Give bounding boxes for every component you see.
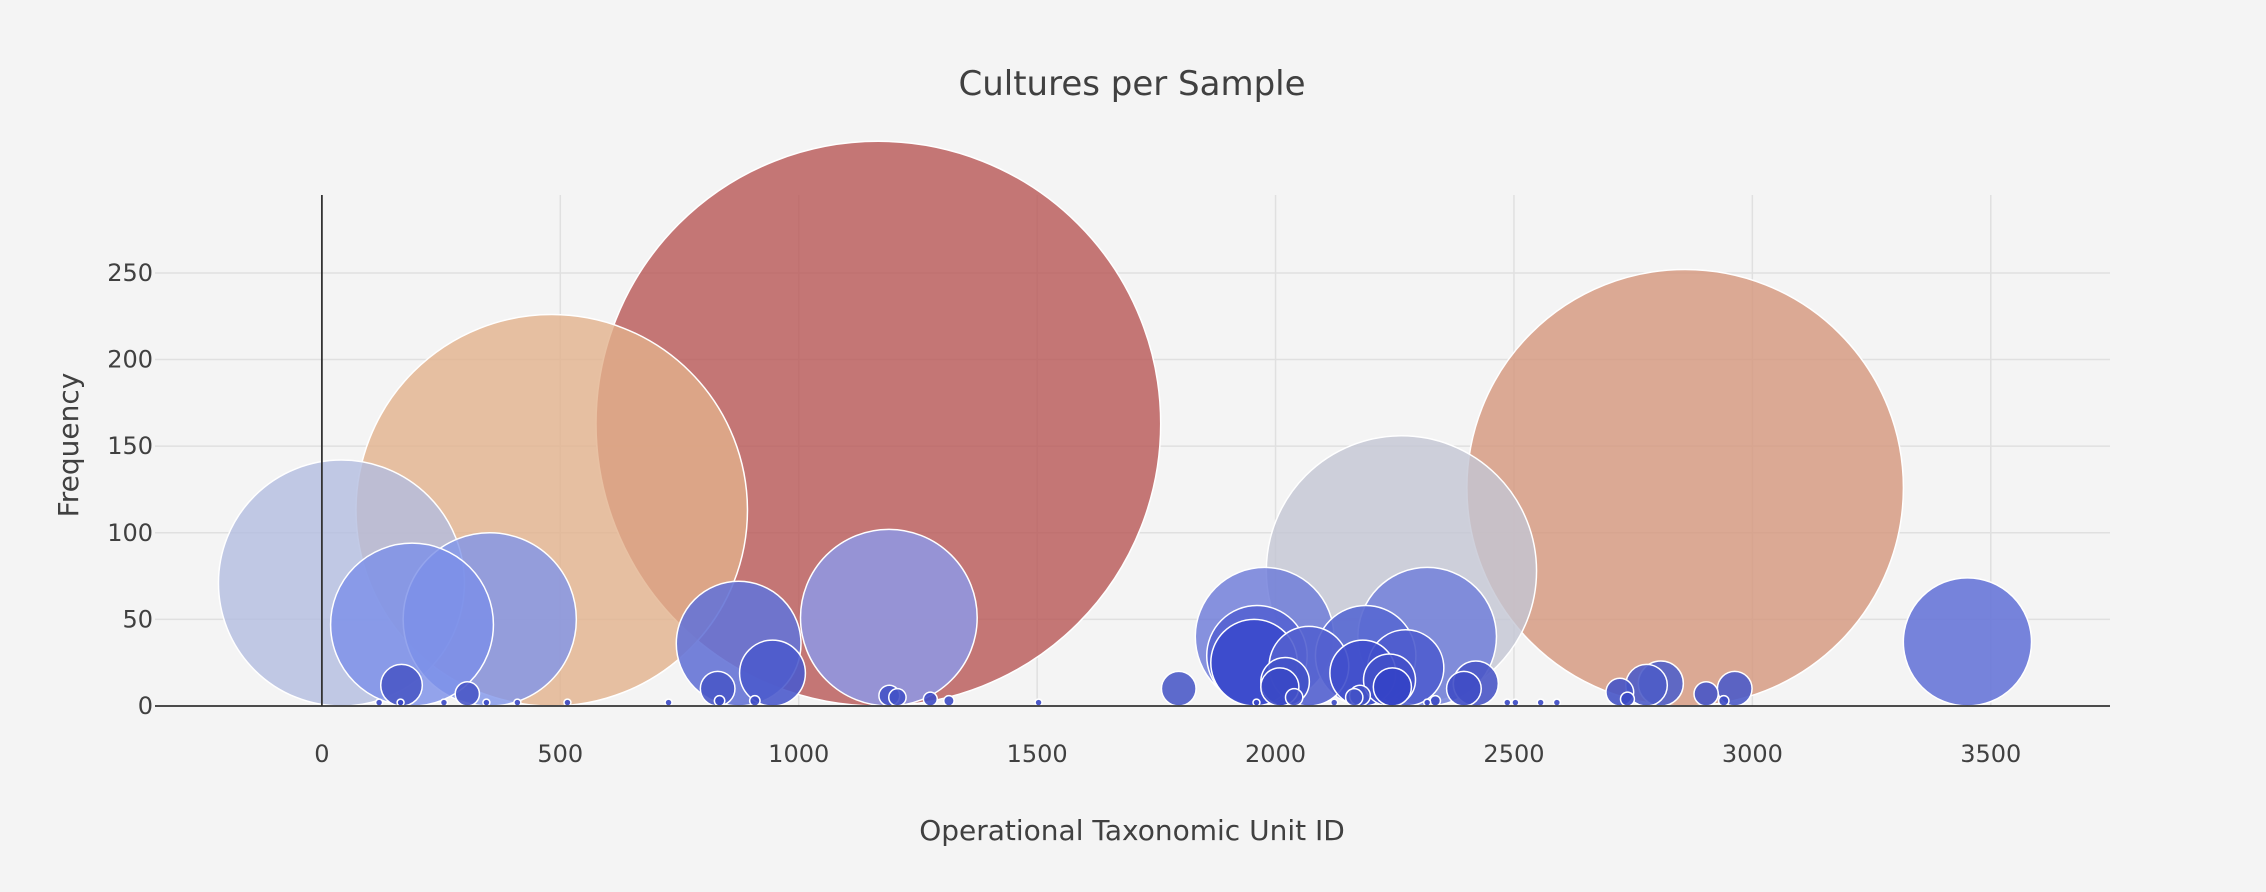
x-tick-label: 3000 [1722,740,1783,768]
bubble-point[interactable] [513,698,522,707]
x-axis-title: Operational Taxonomic Unit ID [919,814,1345,847]
bubble-point[interactable] [738,639,807,707]
y-tick-label: 250 [107,259,153,287]
bubble-point[interactable] [1344,687,1364,707]
bubble-point[interactable] [888,687,907,707]
bubble-point[interactable] [1511,698,1520,707]
x-tick-label: 3500 [1960,740,2021,768]
y-tick-label: 100 [107,519,153,547]
bubble-point[interactable] [439,698,449,707]
bubble-point[interactable] [799,528,978,707]
chart-title: Cultures per Sample [958,64,1305,104]
text-layer: Cultures per Sample Operational Taxonomi… [52,64,2021,847]
bubble-point[interactable] [1717,694,1730,707]
x-tick-label: 2500 [1483,740,1544,768]
bubble-point[interactable] [1429,694,1442,707]
bubble-point[interactable] [1619,691,1636,707]
bubble-point[interactable] [942,694,955,707]
bubble-point[interactable] [1466,268,1905,707]
y-tick-label: 0 [138,692,153,720]
bubble-point[interactable] [713,694,726,707]
bubble-point[interactable] [1252,698,1261,707]
bubble-point[interactable] [374,698,384,707]
bubble-point[interactable] [1552,698,1562,707]
bubble-point[interactable] [1329,698,1339,707]
bubble-point[interactable] [664,698,673,707]
bubble-point[interactable] [1422,698,1432,707]
bubble-point[interactable] [1536,698,1545,707]
bubble-point[interactable] [1034,698,1043,707]
bubble-point[interactable] [748,694,761,707]
x-tick-label: 1000 [768,740,829,768]
bubble-point[interactable] [1445,670,1482,707]
bubble-point[interactable] [563,698,572,707]
x-tick-label: 1500 [1007,740,1068,768]
bubble-point[interactable] [454,680,481,707]
bubble-point[interactable] [482,698,491,707]
bubble-point[interactable] [1372,667,1413,707]
x-tick-label: 2000 [1245,740,1306,768]
y-tick-label: 150 [107,432,153,460]
bubble-point[interactable] [1284,687,1304,707]
x-tick-label: 500 [537,740,583,768]
bubble-point[interactable] [922,691,939,707]
y-tick-label: 50 [122,605,153,633]
y-axis-title: Frequency [52,373,85,518]
axis-layer [155,195,2110,707]
bubble-point[interactable] [396,698,405,707]
bubble-point[interactable] [1160,670,1197,707]
bubble-point[interactable] [1693,680,1720,707]
bubble-layer [217,140,2033,707]
bubble-point[interactable] [1503,698,1512,707]
x-tick-label: 0 [314,740,329,768]
y-tick-label: 200 [107,346,153,374]
bubble-point[interactable] [1902,577,2033,707]
